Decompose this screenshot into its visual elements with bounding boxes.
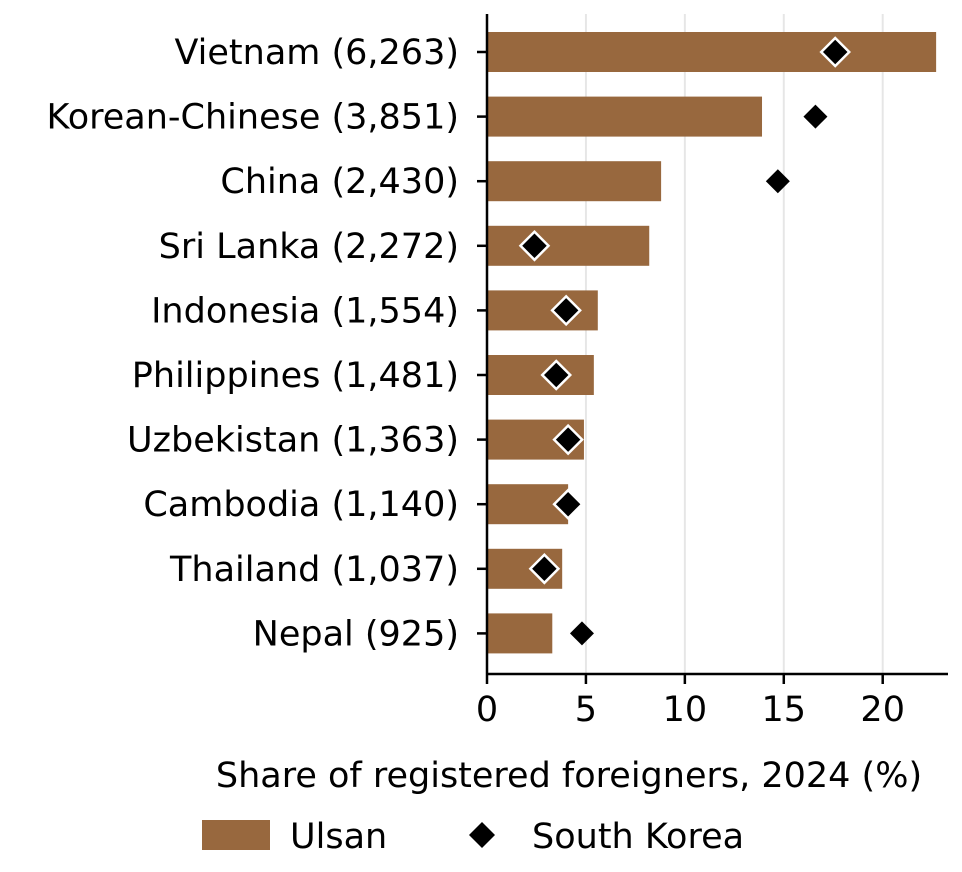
category-label: China (2,430) [220,162,459,202]
category-label: Nepal (925) [253,614,459,654]
category-label: Cambodia (1,140) [143,485,459,525]
legend-label-south-korea: South Korea [532,817,744,857]
category-label: Uzbekistan (1,363) [127,421,459,461]
x-tick-label: 20 [860,690,905,730]
marker-south-korea [569,621,594,646]
bar-ulsan [487,96,763,137]
bar-ulsan [487,225,650,266]
category-label: Indonesia (1,554) [151,291,459,331]
category-labels: Vietnam (6,263) Korean-Chinese (3,851) Chi… [47,33,460,654]
legend-swatch-south-korea [469,822,495,848]
category-label: Sri Lanka (2,272) [159,227,459,267]
bar-ulsan [487,613,553,654]
marker-south-korea [819,36,851,68]
x-tick-labels: 0 5 10 15 20 [476,690,905,730]
marker-south-korea [552,488,584,520]
legend-swatch-ulsan [202,820,270,850]
marker-south-korea [540,359,573,391]
legend-label-ulsan: Ulsan [290,817,387,857]
legend: Ulsan South Korea [202,817,744,857]
category-label: Thailand (1,037) [169,550,459,590]
marker-south-korea [552,423,584,456]
x-tick-label: 10 [663,690,708,730]
marker-south-korea [528,553,561,585]
category-label: Philippines (1,481) [132,356,459,396]
bar-ulsan [487,355,594,395]
marker-south-korea [803,104,828,129]
marker-south-korea [518,230,551,262]
axes [477,14,948,684]
bars-ulsan [487,32,937,654]
marker-south-korea [550,294,582,327]
x-tick-label: 5 [575,690,597,730]
bar-ulsan [487,161,662,202]
marker-south-korea [765,169,790,194]
x-tick-label: 0 [476,690,498,730]
x-axis-title: Share of registered foreigners, 2024 (%) [216,756,922,796]
category-label: Vietnam (6,263) [174,33,459,73]
bar-ulsan [487,32,937,72]
x-tick-label: 15 [762,690,807,730]
markers-south-korea [518,36,851,646]
category-label: Korean-Chinese (3,851) [47,98,460,138]
